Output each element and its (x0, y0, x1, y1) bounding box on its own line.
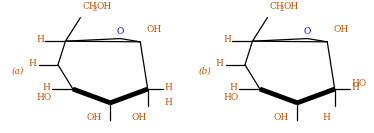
Text: H: H (322, 113, 330, 122)
Text: HO: HO (36, 93, 52, 102)
Text: CH: CH (82, 2, 97, 11)
Text: OH: OH (132, 113, 147, 122)
Text: OH: OH (147, 25, 162, 34)
Text: H: H (29, 59, 37, 68)
Text: H: H (230, 83, 237, 92)
Text: OH: OH (274, 113, 289, 122)
Text: O: O (304, 27, 311, 36)
Text: OH: OH (334, 25, 349, 34)
Text: H: H (223, 35, 231, 44)
Text: HO: HO (352, 79, 367, 88)
Text: CH: CH (269, 2, 284, 11)
Text: H: H (352, 83, 359, 92)
Text: H: H (165, 83, 172, 92)
Text: H: H (165, 98, 172, 107)
Text: H: H (43, 83, 50, 92)
Text: OH: OH (283, 2, 298, 11)
Text: H: H (216, 59, 224, 68)
Text: O: O (117, 27, 124, 36)
Text: HO: HO (223, 93, 239, 102)
Text: (b): (b) (198, 67, 211, 76)
Text: OH: OH (96, 2, 111, 11)
Text: (a): (a) (11, 67, 24, 76)
Text: OH: OH (87, 113, 102, 122)
Text: 2: 2 (93, 5, 97, 13)
Text: H: H (36, 35, 44, 44)
Text: 2: 2 (280, 5, 284, 13)
